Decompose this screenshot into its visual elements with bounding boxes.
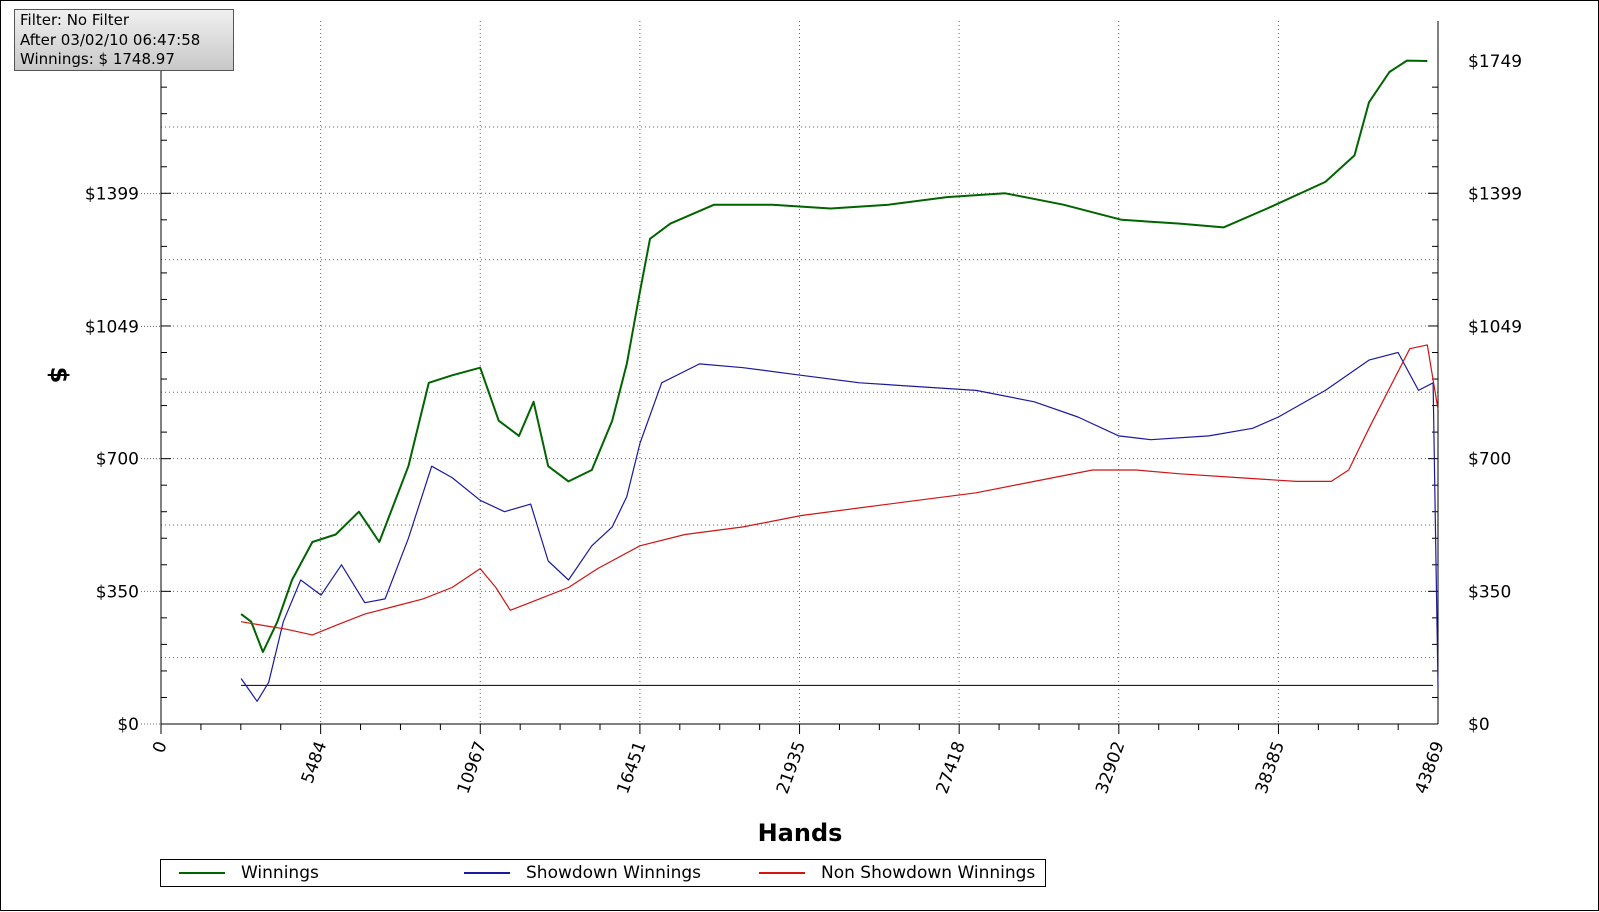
y-tick-label-right: $700 xyxy=(1468,450,1511,470)
x-tick-label: 16451 xyxy=(613,739,650,797)
legend-label-showdown: Showdown Winnings xyxy=(526,863,701,883)
x-tick-label: 27418 xyxy=(933,739,970,797)
legend-item-winnings: Winnings xyxy=(179,860,319,886)
series-line-non-showdown-winnings xyxy=(240,344,1439,636)
filter-text: Filter: No Filter xyxy=(20,11,130,29)
y-tick-label-left: $700 xyxy=(96,450,139,470)
legend-item-showdown: Showdown Winnings xyxy=(464,860,701,886)
y-tick-label-right: $350 xyxy=(1468,582,1511,602)
y-tick-label-left: $350 xyxy=(96,582,139,602)
tick-labels: $0 $350 $700 $1049 $1399 $0 $350 $700 $1049 $1399… xyxy=(85,52,1522,797)
x-tick-label: 43869 xyxy=(1411,739,1448,797)
legend-item-non-showdown: Non Showdown Winnings xyxy=(759,860,1035,886)
y-axis-title: $ xyxy=(45,367,73,384)
series-lines xyxy=(240,59,1439,702)
filter-info-box: Filter: No Filter After 03/02/10 06:47:5… xyxy=(14,9,234,71)
y-tick-label-left: $1399 xyxy=(85,185,139,205)
axes xyxy=(160,21,1439,734)
y-tick-label-right: $1399 xyxy=(1468,185,1522,205)
winnings-total-text: Winnings: $ 1748.97 xyxy=(20,50,175,68)
y-tick-label-left: $0 xyxy=(117,715,139,735)
legend-swatch-winnings xyxy=(179,872,225,874)
series-line-winnings xyxy=(240,59,1428,653)
x-tick-label: 10967 xyxy=(454,739,491,797)
x-tick-label: 38385 xyxy=(1252,739,1289,797)
y-tick-label-right: $0 xyxy=(1468,715,1490,735)
y-tick-label-right: $1749 xyxy=(1468,52,1522,72)
x-tick-label: 0 xyxy=(149,739,171,756)
x-tick-label: 5484 xyxy=(298,739,332,786)
chart-legend: Winnings Showdown Winnings Non Showdown … xyxy=(160,859,1046,887)
after-date-text: After 03/02/10 06:47:58 xyxy=(20,30,201,49)
y-tick-label-left: $1049 xyxy=(85,317,139,337)
x-tick-label: 32902 xyxy=(1092,739,1129,797)
legend-swatch-showdown xyxy=(464,872,510,874)
legend-label-non-showdown: Non Showdown Winnings xyxy=(821,863,1036,883)
grid xyxy=(141,21,1438,725)
legend-swatch-non-showdown xyxy=(759,872,805,874)
y-tick-label-right: $1049 xyxy=(1468,317,1522,337)
legend-label-winnings: Winnings xyxy=(241,863,319,883)
x-tick-label: 21935 xyxy=(773,739,810,797)
x-axis-title: Hands xyxy=(758,819,843,847)
series-line-showdown-winnings xyxy=(240,351,1439,702)
